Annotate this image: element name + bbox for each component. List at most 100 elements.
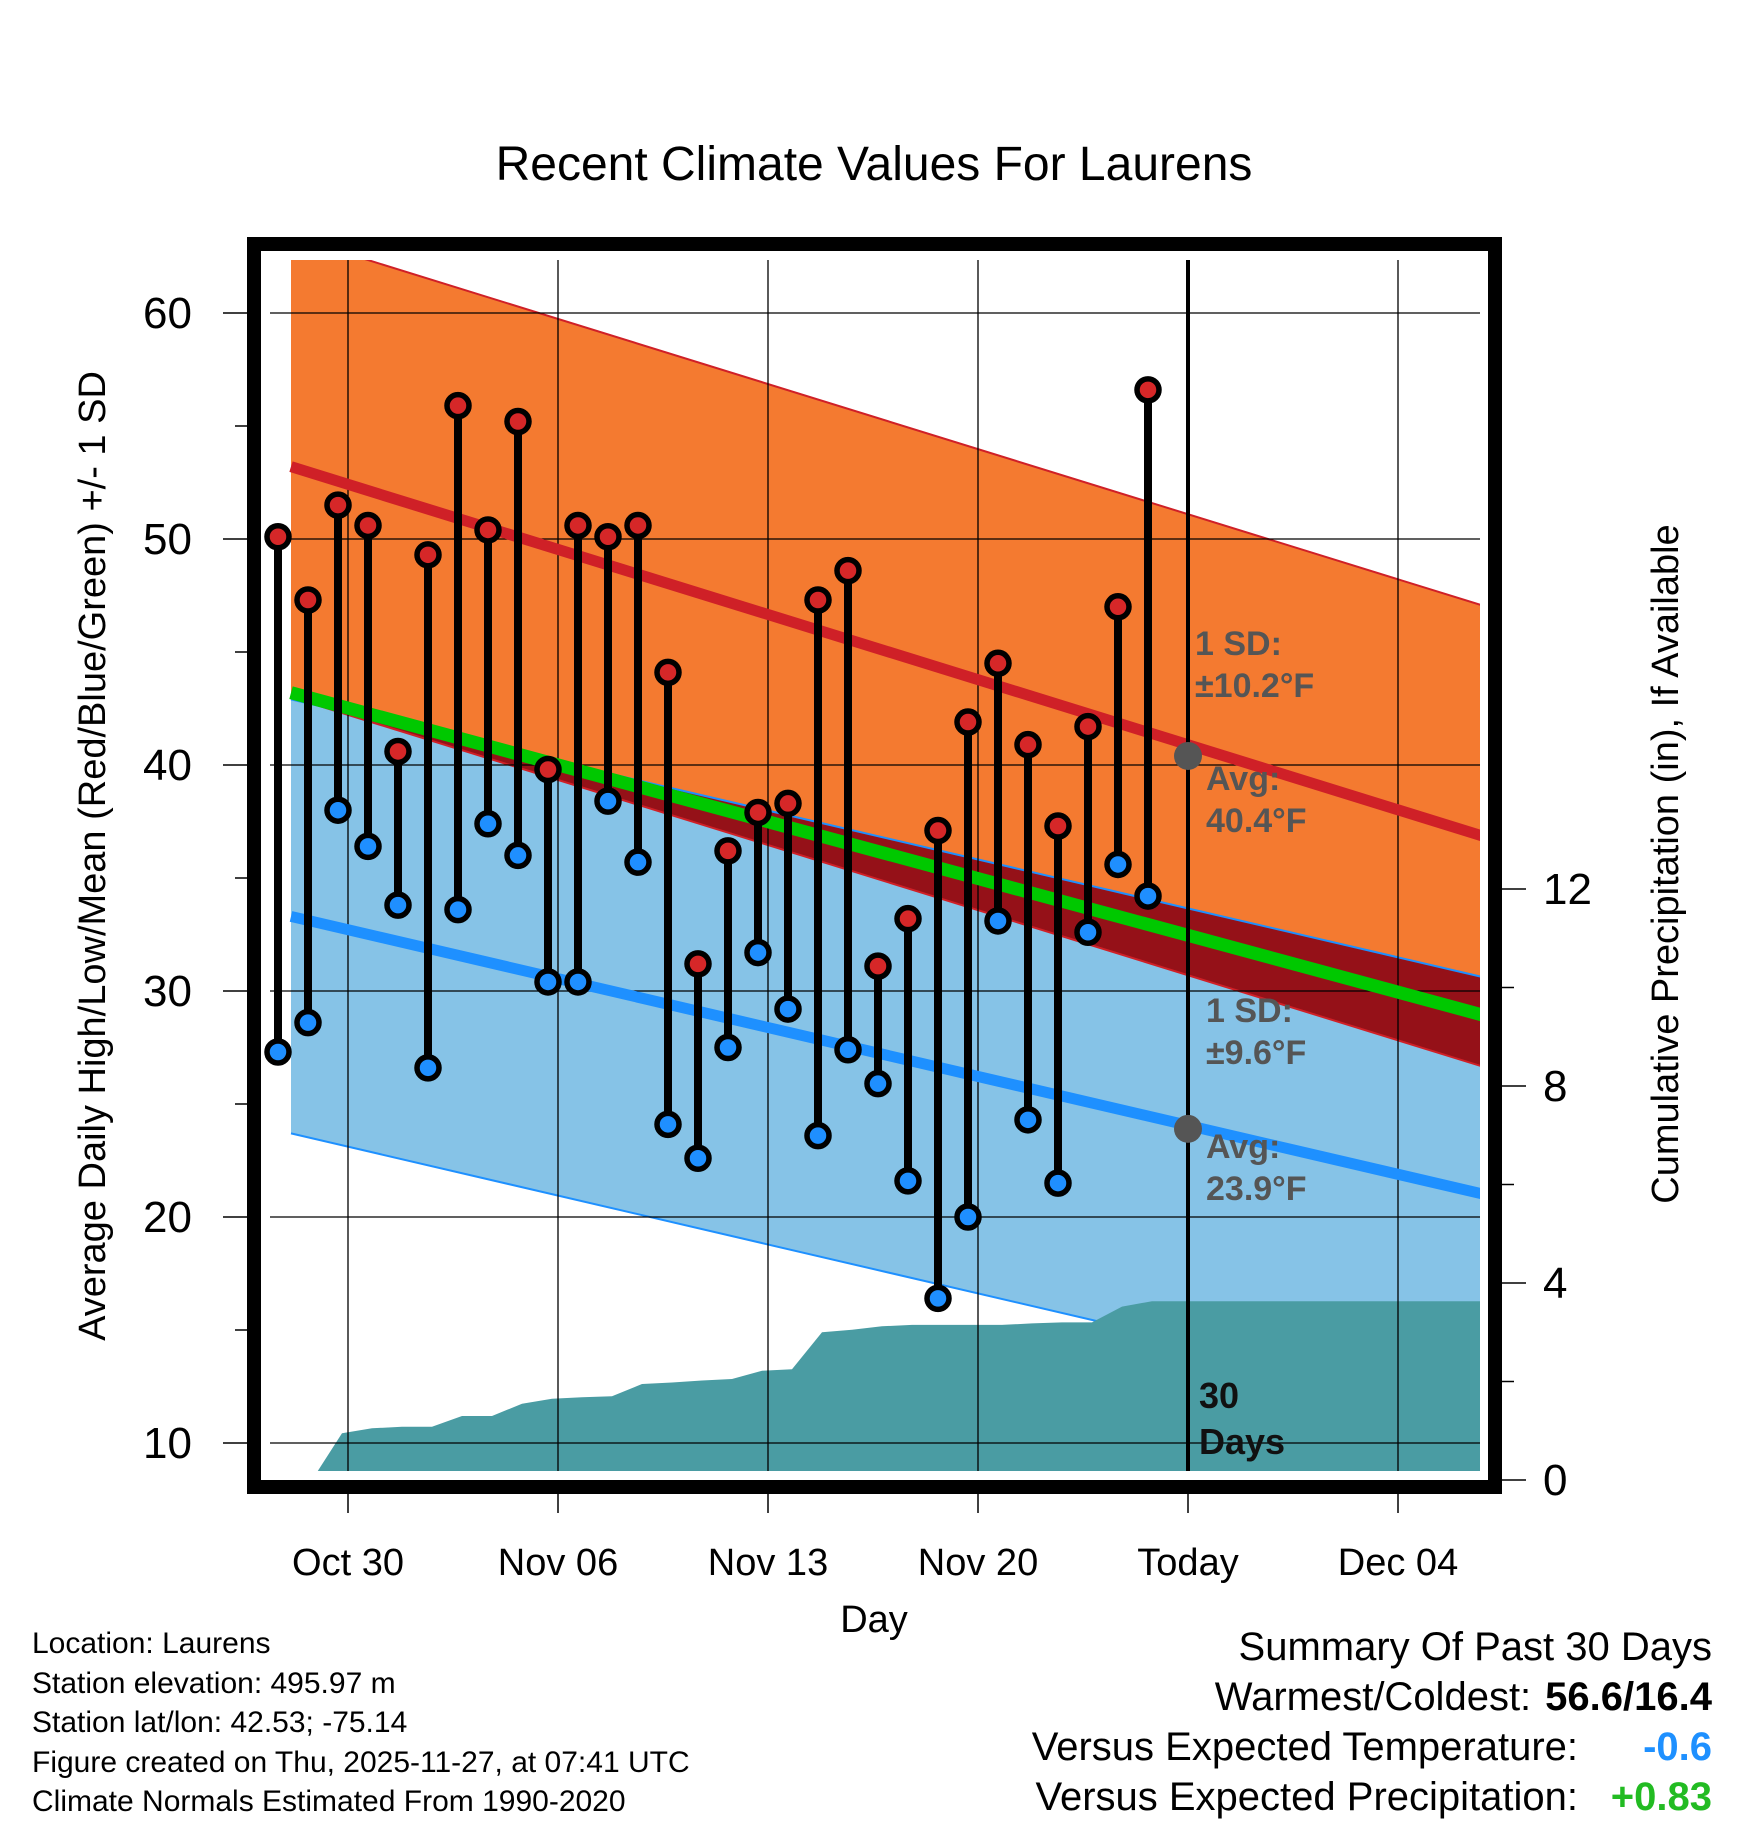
day-low-3 [354, 832, 382, 861]
day-high-3 [354, 511, 382, 540]
right-tick-label-8: 8 [1543, 1062, 1567, 1111]
day-low-25 [1014, 1106, 1042, 1134]
today-low-avg-marker [1174, 1114, 1202, 1143]
x-tick-label-4: Today [1137, 1542, 1238, 1584]
day-low-2 [324, 796, 352, 824]
right-tick-label-4: 4 [1543, 1259, 1567, 1308]
day-high-16 [744, 798, 772, 827]
day-high-27 [1074, 712, 1102, 741]
day-high-26 [1044, 812, 1072, 840]
today-high-avg-marker [1174, 741, 1202, 770]
x-axis-title: Day [840, 1599, 908, 1641]
day-high-2 [324, 491, 352, 519]
left-tick-label-30: 30 [143, 967, 192, 1016]
x-tick-label-1: Nov 06 [498, 1542, 618, 1584]
day-low-21 [894, 1167, 922, 1195]
right-tick-label-12: 12 [1543, 865, 1592, 914]
day-low-24 [984, 907, 1012, 935]
day-high-12 [624, 511, 652, 540]
day-high-4 [384, 737, 412, 766]
day-high-11 [594, 522, 622, 551]
day-high-13 [654, 658, 682, 687]
plot-area [270, 260, 1480, 1471]
day-low-17 [774, 995, 802, 1023]
warm-cold-label: Warmest/Coldest: [1214, 1675, 1532, 1719]
day-low-29 [1134, 882, 1162, 910]
high-avg-annotation: Avg: 40.4°F [1206, 760, 1307, 840]
low-sd-annotation: 1 SD: ±9.6°F [1206, 992, 1306, 1072]
day-high-29 [1134, 376, 1162, 404]
left-tick-label-60: 60 [143, 289, 192, 338]
day-low-14 [684, 1144, 712, 1172]
day-high-17 [774, 789, 802, 818]
high-sd-upper-edge [364, 260, 1480, 606]
day-low-19 [834, 1036, 862, 1064]
day-high-19 [834, 556, 862, 585]
day-low-6 [444, 895, 472, 924]
day-low-12 [624, 848, 652, 876]
plot-frame [247, 237, 1502, 1494]
day-low-9 [534, 968, 562, 996]
right-tick-label-0: 0 [1543, 1456, 1567, 1505]
day-high-6 [444, 391, 472, 420]
precip-label: Versus Expected Precipitation: [1035, 1775, 1578, 1819]
day-low-23 [954, 1203, 982, 1231]
created-text: Figure created on Thu, 2025-11-27, at 07… [32, 1745, 690, 1779]
day-low-7 [474, 810, 502, 838]
day-low-22 [924, 1284, 952, 1313]
x-tick-label-3: Nov 20 [918, 1542, 1038, 1584]
left-tick-label-50: 50 [143, 515, 192, 564]
x-tick-label-5: Dec 04 [1338, 1542, 1458, 1584]
day-high-15 [714, 837, 742, 865]
location-text: Location: Laurens [32, 1627, 271, 1660]
latlon-text: Station lat/lon: 42.53; -75.14 [32, 1706, 408, 1739]
station-info: Location: Laurens Station elevation: 495… [32, 1624, 690, 1822]
day-high-1 [294, 586, 322, 614]
day-low-20 [864, 1069, 892, 1098]
day-low-27 [1074, 918, 1102, 946]
precip-area [273, 1301, 1480, 1471]
day-high-0 [264, 522, 292, 551]
day-high-24 [984, 649, 1012, 678]
left-tick-label-10: 10 [143, 1419, 192, 1468]
day-low-16 [744, 938, 772, 967]
day-low-15 [714, 1033, 742, 1062]
chart-title: Recent Climate Values For Laurens [496, 138, 1253, 191]
high-sd-annotation: 1 SD: ±10.2°F [1195, 625, 1314, 705]
day-high-5 [414, 541, 442, 569]
left-tick-label-20: 20 [143, 1193, 192, 1242]
day-high-9 [534, 755, 562, 784]
temp-label: Versus Expected Temperature: [1031, 1725, 1578, 1769]
day-high-18 [804, 586, 832, 614]
high-sd-band [291, 260, 1480, 1066]
day-high-22 [924, 816, 952, 845]
day-low-28 [1104, 850, 1132, 879]
day-low-13 [654, 1110, 682, 1139]
day-low-10 [564, 968, 592, 996]
day-high-25 [1014, 730, 1042, 759]
x-tick-label-0: Oct 30 [292, 1542, 404, 1584]
day-low-18 [804, 1121, 832, 1150]
day-high-21 [894, 904, 922, 933]
y-axis-left-title: Average Daily High/Low/Mean (Red/Blue/Gr… [72, 371, 114, 1341]
day-low-8 [504, 841, 532, 870]
day-low-4 [384, 891, 412, 919]
elevation-text: Station elevation: 495.97 m [32, 1666, 396, 1700]
summary-title: Summary Of Past 30 Days [1238, 1625, 1712, 1669]
temp-value: -0.6 [1643, 1725, 1712, 1769]
precip-value: +0.83 [1610, 1775, 1712, 1819]
day-low-26 [1044, 1169, 1072, 1197]
normals-text: Climate Normals Estimated From 1990-2020 [32, 1785, 626, 1818]
day-low-5 [414, 1054, 442, 1082]
day-low-0 [264, 1038, 292, 1066]
day-high-23 [954, 708, 982, 736]
day-low-11 [594, 787, 622, 815]
day-high-14 [684, 950, 712, 978]
normal-low-line [289, 911, 1480, 1200]
day-high-7 [474, 516, 502, 544]
low-avg-annotation: Avg: 23.9°F [1206, 1128, 1307, 1208]
x-tick-label-2: Nov 13 [708, 1542, 828, 1584]
day-high-10 [564, 511, 592, 540]
day-low-1 [294, 1008, 322, 1037]
